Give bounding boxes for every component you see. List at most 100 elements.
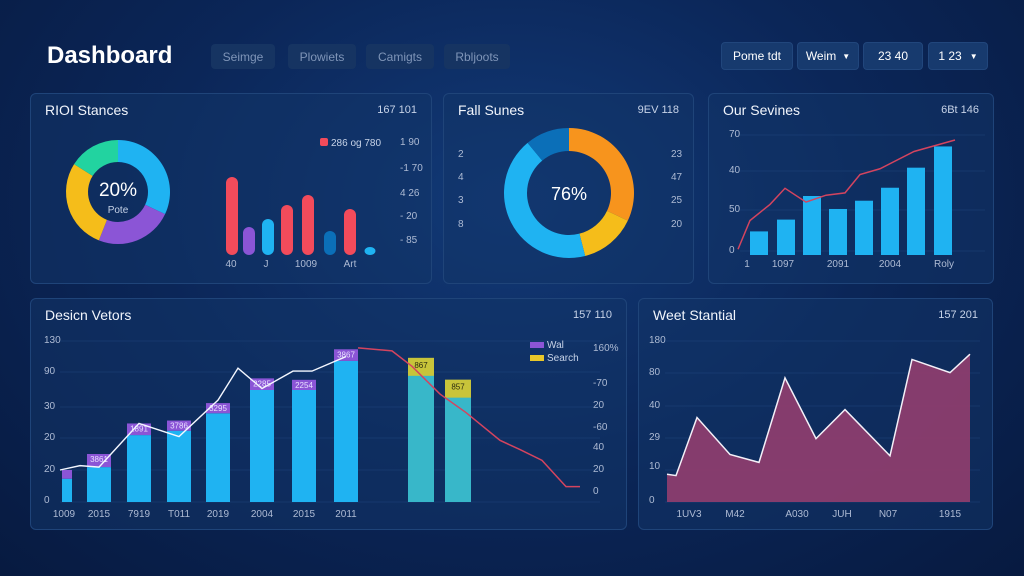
period-button[interactable]: Pome tdt [721,42,793,70]
axis-label: 0 [44,495,50,506]
axis-label: 1 90 [400,137,420,148]
axis-label: 90 [44,366,56,377]
axis-label: 40 [729,165,741,176]
bar [750,231,768,255]
axis-label: 130 [44,335,61,346]
axis-label: 20 [671,219,683,230]
axis-label: - 85 [400,235,418,246]
bar-segment [206,403,230,414]
axis-label: 8 [458,219,464,230]
bar [829,208,847,255]
axis-label: 23 [671,149,683,160]
panel-title: Weet Stantial [653,307,737,323]
bar [445,385,471,502]
bar [344,209,356,255]
bar-segment [250,378,274,390]
bar [777,219,795,255]
bar-label: 3861 [90,455,108,464]
range-input[interactable]: 23 40 [863,42,923,70]
bar-label: 2254 [295,381,313,390]
axis-label: 0 [649,495,655,506]
axis-label: 20 [44,432,56,443]
panel-number: 157 201 [938,309,978,321]
axis-label: -70 [593,378,608,389]
bar [262,219,274,255]
axis-label: 2015 [292,509,316,520]
legend-item: 286 og 780 [320,138,381,149]
bar [334,360,358,502]
bar [167,430,191,502]
bar [292,390,316,502]
tab-4[interactable]: Rbljoots [444,44,510,69]
axis-label: 20 [44,464,56,475]
axis-label: T011 [167,509,191,520]
axis-label: 0 [729,245,735,256]
legend-label: 286 og 780 [331,138,382,149]
axis-label: 10 [649,461,661,472]
bar-label: 867 [414,361,428,370]
axis-label: N07 [878,509,898,520]
axis-label: Art [343,259,357,270]
bar-cap [445,379,471,398]
axis-label: M42 [725,509,745,520]
panel-title: RIOI Stances [45,102,129,118]
donut-center-value: 76% [550,184,588,204]
bar [408,363,434,502]
axis-label: 2011 [335,509,357,520]
axis-label: 2 [458,149,464,160]
axis-label: 3 [458,195,464,206]
bar [62,478,72,502]
bar-label: 3867 [337,350,355,359]
donut-slice [527,128,569,161]
bar-label: 2285 [253,379,271,388]
axis-label: 2004 [250,509,274,520]
axis-label: 1009 [52,509,76,520]
axis-label: 160% [593,343,619,354]
bar-segment [127,423,151,436]
axis-label: -1 70 [400,163,423,174]
bar [907,167,925,255]
bar-segment [334,349,358,361]
axis-label: 4 26 [400,188,420,199]
bar [364,247,376,255]
panel-title: Fall Sunes [458,102,525,118]
axis-label: 1 [744,259,750,270]
bar [127,435,151,502]
count-dropdown[interactable]: 1 23 ▼ [928,42,988,70]
bar [281,205,293,255]
panel-number: 9EV 118 [637,104,679,116]
count-dropdown-label: 1 23 [938,49,962,63]
tab-3[interactable]: Camigts [366,44,434,69]
bar-segment [292,379,316,390]
axis-label: 50 [729,204,741,215]
donut-slice [504,142,586,258]
bar-cap [408,357,434,376]
axis-label: 30 [44,401,56,412]
axis-label: 0 [593,486,599,497]
bar [243,227,255,255]
axis-label: 1009 [294,259,318,270]
axis-label: 2015 [87,509,111,520]
series-line [59,355,347,471]
axis-label: 7919 [127,509,151,520]
tab-1[interactable]: Seimge [211,44,275,69]
axis-label: Roly [933,259,955,270]
axis-label: 40 [593,442,605,453]
legend-item: Wal [530,339,579,352]
legend-swatch [320,138,328,146]
axis-label: 29 [649,432,661,443]
legend-swatch [530,355,544,361]
axis-label: 20 [593,400,605,411]
axis-label: 80 [649,367,661,378]
donut-slice [579,210,628,256]
view-dropdown[interactable]: Weim ▼ [797,42,859,70]
tab-2[interactable]: Plowiets [288,44,356,69]
axis-label: 1UV3 [676,509,702,520]
series-line [357,347,580,488]
bar [250,390,274,502]
legend-item: Search [530,352,579,365]
axis-label: 20 [593,464,605,475]
bar [855,200,873,255]
panel-title: Desicn Vetors [45,307,132,323]
